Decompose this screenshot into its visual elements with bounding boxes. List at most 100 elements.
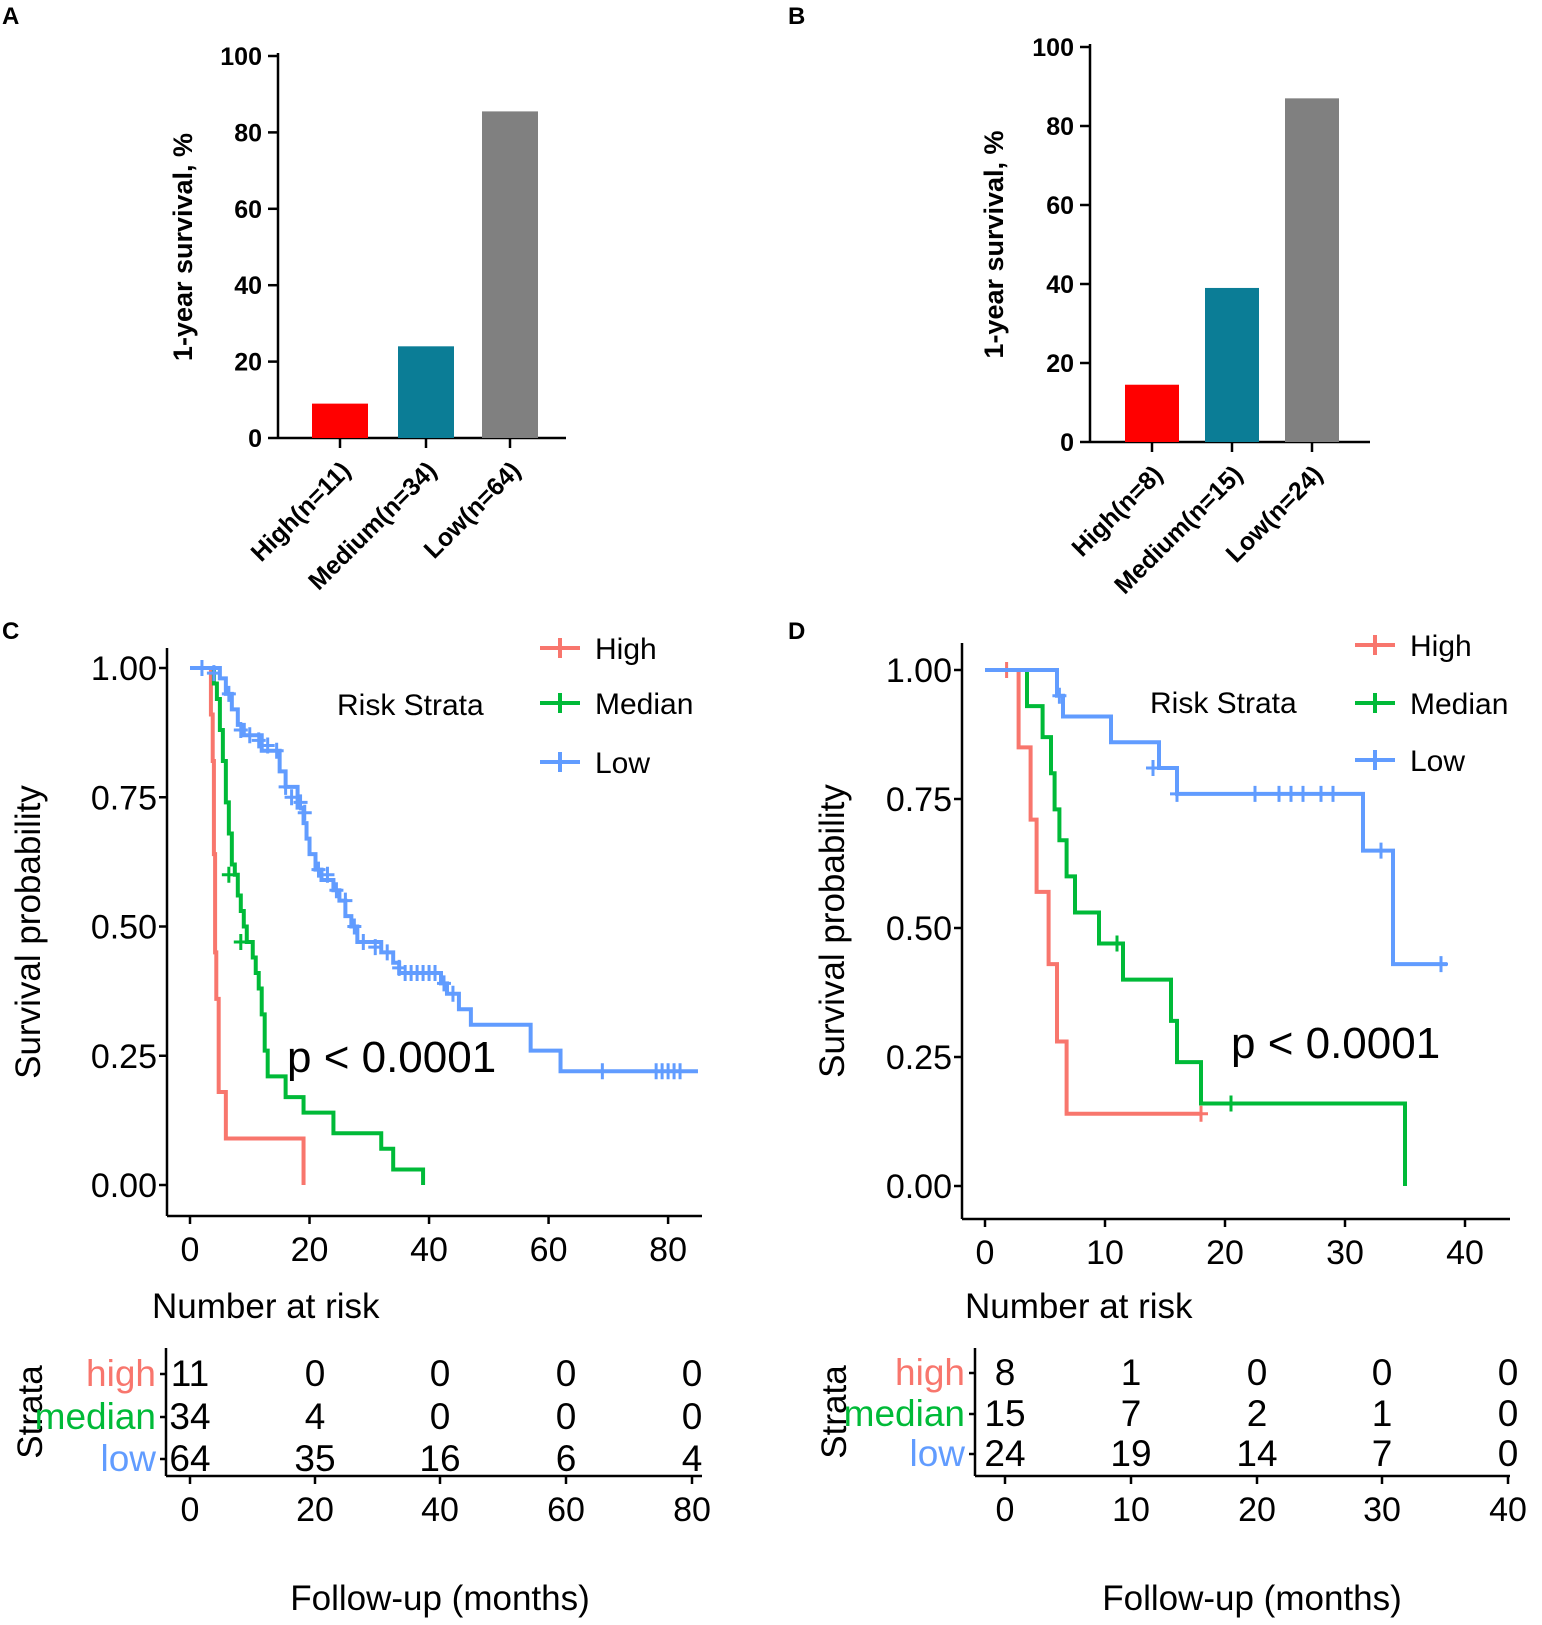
risk-count: 19 (1110, 1433, 1151, 1474)
risk-count: 2 (1247, 1393, 1268, 1434)
x-tick-label: 10 (1086, 1234, 1124, 1272)
survival-curve-median (985, 668, 1407, 1186)
legend-label-low: Low (1410, 745, 1465, 778)
censor-mark (428, 965, 443, 982)
censor-mark (251, 732, 266, 749)
censor-mark (1272, 785, 1286, 802)
x-tick-label: 20 (291, 1231, 329, 1269)
panel-label-c: C (2, 618, 19, 645)
survival-curve-high (985, 668, 1201, 1116)
risk-count: 35 (294, 1438, 335, 1479)
y-axis-title: Survival probability (9, 785, 48, 1079)
panel-label-a: A (2, 3, 19, 30)
censor-mark (1170, 785, 1184, 802)
risk-row-label-low: low (100, 1438, 156, 1479)
censor-mark (1374, 842, 1388, 859)
risk-x-tick-label: 0 (996, 1491, 1015, 1529)
censor-mark (311, 861, 326, 878)
censor-mark (260, 737, 275, 754)
y-tick-label: 40 (234, 272, 262, 300)
y-tick-label: 0.75 (886, 781, 952, 819)
risk-x-tick-label: 30 (1363, 1491, 1401, 1529)
censor-mark (368, 939, 383, 956)
risk-count: 0 (1372, 1352, 1393, 1393)
x-tick-label: 0 (181, 1231, 200, 1269)
risk-count: 0 (1498, 1393, 1519, 1434)
legend-title: Risk Strata (337, 689, 484, 722)
bar (1285, 98, 1339, 442)
risk-table-axis-title: Strata (815, 1365, 854, 1459)
risk-count: 8 (995, 1352, 1016, 1393)
bar (482, 111, 538, 438)
y-tick-label: 0.00 (886, 1168, 952, 1206)
legend-label-median: Median (595, 688, 693, 721)
y-tick-label: 20 (1046, 350, 1074, 378)
risk-count: 0 (1498, 1433, 1519, 1474)
censor-mark (1224, 1095, 1238, 1112)
risk-count: 1 (1372, 1393, 1393, 1434)
risk-count: 11 (171, 1353, 209, 1394)
legend-label-high: High (1410, 630, 1472, 663)
censor-mark (1296, 785, 1310, 802)
risk-row-label-median: median (844, 1393, 965, 1434)
risk-count: 0 (1498, 1352, 1519, 1393)
risk-x-tick-label: 60 (547, 1491, 585, 1529)
censor-mark (436, 975, 451, 992)
risk-x-tick-label: 0 (181, 1491, 200, 1529)
censor-mark (297, 804, 312, 821)
risk-count: 34 (169, 1396, 210, 1437)
y-tick-label: 0.25 (886, 1039, 952, 1077)
censor-mark (242, 727, 257, 744)
risk-row-label-median: median (35, 1396, 156, 1437)
censor-mark (380, 944, 395, 961)
risk-count: 7 (1372, 1433, 1393, 1474)
censor-mark (673, 1063, 688, 1080)
censor-mark (1326, 785, 1340, 802)
legend-key-high (1355, 635, 1395, 655)
x-tick-label: 30 (1326, 1234, 1364, 1272)
legend-label-median: Median (1410, 688, 1508, 721)
censor-mark (347, 918, 362, 935)
bar (312, 403, 368, 438)
risk-x-tick-label: 20 (296, 1491, 334, 1529)
risk-count: 7 (1121, 1393, 1142, 1434)
risk-row-label-low: low (909, 1433, 965, 1474)
panel-label-b: B (788, 3, 805, 30)
x-axis-title: Follow-up (months) (1102, 1579, 1402, 1618)
risk-x-tick-label: 40 (1489, 1491, 1527, 1529)
censor-mark (356, 934, 371, 951)
bar (398, 346, 454, 438)
x-tick-label: 40 (1446, 1234, 1484, 1272)
censor-mark (1284, 785, 1298, 802)
risk-count: 6 (556, 1438, 577, 1479)
censor-mark (278, 778, 293, 795)
censor-mark (269, 742, 284, 759)
censor-mark (1248, 785, 1262, 802)
y-tick-label: 20 (234, 349, 262, 377)
y-tick-label: 0.25 (91, 1038, 157, 1076)
y-axis-title: 1-year survival, % (168, 133, 198, 361)
y-tick-label: 1.00 (886, 652, 952, 690)
risk-table-title: Number at risk (152, 1287, 380, 1326)
risk-count: 0 (556, 1353, 577, 1394)
y-tick-label: 0.75 (91, 779, 157, 817)
censor-mark (233, 722, 248, 739)
censor-mark (1146, 760, 1160, 777)
legend-key-median (540, 693, 580, 713)
panel-d-survival-plot: D 0.000.250.500.751.000 10 20 30 40Survival … (788, 618, 1527, 1618)
y-tick-label: 0 (248, 425, 262, 453)
y-tick-label: 60 (234, 196, 262, 224)
y-tick-label: 80 (234, 119, 262, 147)
y-tick-label: 0.50 (886, 910, 952, 948)
censor-mark (445, 985, 460, 1002)
censor-mark (1052, 687, 1067, 704)
censor-mark (221, 866, 236, 883)
risk-count: 64 (169, 1438, 210, 1479)
censor-mark (329, 882, 344, 899)
y-axis-title: Survival probability (813, 784, 852, 1078)
x-tick-label: 0 (976, 1234, 995, 1272)
censor-mark (221, 685, 236, 702)
